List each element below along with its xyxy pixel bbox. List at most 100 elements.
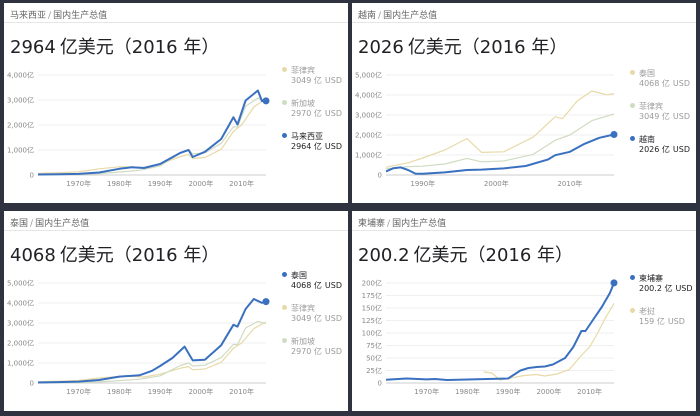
legend-value: 4068 亿 USD — [291, 280, 342, 291]
chart-panel-malaysia: 马来西亚 / 国内生产总值 2964 亿美元（2016 年） 4,000亿 3,000亿… — [4, 3, 348, 203]
legend-marker — [630, 70, 635, 75]
legend-value-number: 3049 亿 — [639, 112, 670, 121]
line-chart: 5,000亿 4,000亿 3,000亿 2,000亿 1,000亿 0 1990年 2000… — [355, 71, 618, 188]
legend-value-unit: USD — [324, 142, 342, 151]
x-tick-label: 1970年 — [66, 179, 91, 188]
legend-marker — [630, 308, 635, 313]
x-tick-label: 1970年 — [414, 387, 439, 396]
headline-value: 2026 亿美元（2016 年） — [358, 33, 567, 59]
legend-value-number: 2970 亿 — [291, 109, 322, 118]
y-tick-label: 4,000亿 — [7, 299, 34, 308]
divider — [4, 230, 348, 231]
divider — [4, 22, 348, 23]
y-tick-label: 125亿 — [362, 316, 382, 325]
series-line — [483, 303, 615, 381]
y-tick-label: 0 — [378, 380, 382, 388]
y-tick-label: 100亿 — [362, 329, 382, 338]
series-line — [385, 133, 615, 175]
breadcrumb-metric: 国内生产总值 — [35, 219, 90, 229]
legend-value-unit: USD — [667, 317, 685, 326]
legend-value: 200.2 亿 USD — [639, 283, 693, 294]
legend-marker — [630, 136, 635, 141]
legend-value-unit: USD — [324, 281, 342, 290]
series-line — [38, 97, 267, 176]
legend-marker — [282, 133, 287, 138]
headline-unit: 亿美元（2016 年） — [59, 37, 220, 58]
series-line — [385, 282, 615, 381]
legend-value-number: 159 亿 — [639, 317, 665, 326]
x-tick-label: 1980年 — [455, 387, 480, 396]
endpoint-marker — [610, 130, 618, 138]
headline-unit: 亿美元（2016 年） — [407, 37, 568, 58]
headline-value: 4068 亿美元（2016 年） — [10, 241, 219, 267]
legend-value-unit: USD — [672, 112, 690, 121]
legend-marker — [282, 272, 287, 277]
series-line — [37, 320, 267, 384]
y-tick-label: 1,000亿 — [7, 146, 34, 155]
legend-value-number: 200.2 亿 — [639, 284, 673, 293]
legend-value-unit: USD — [324, 347, 342, 356]
legend-label: 菲律宾 — [639, 102, 663, 111]
y-tick-label: 175亿 — [362, 291, 382, 300]
x-tick-label: 1980年 — [107, 179, 132, 188]
y-tick-label: 5,000亿 — [7, 279, 34, 288]
x-tick-label: 2010年 — [577, 387, 602, 396]
legend-label: 越南 — [639, 135, 655, 144]
legend-label: 泰国 — [639, 69, 655, 78]
endpoint-marker — [262, 97, 270, 105]
breadcrumb: 越南 / 国内生产总值 — [358, 11, 438, 21]
endpoint-marker — [262, 298, 270, 306]
breadcrumb-country[interactable]: 马来西亚 — [10, 11, 47, 21]
x-tick-label: 1990年 — [148, 179, 173, 188]
legend-marker — [630, 103, 635, 108]
legend-label: 马来西亚 — [291, 132, 323, 141]
x-tick-label: 2000年 — [188, 179, 213, 188]
x-tick-label: 2000年 — [484, 179, 509, 188]
legend-value: 3049 亿 USD — [291, 75, 342, 86]
x-tick-label: 1990年 — [410, 179, 435, 188]
legend-label: 泰国 — [291, 271, 307, 280]
legend-label: 新加坡 — [291, 99, 315, 108]
x-tick-label: 1970年 — [66, 387, 91, 396]
legend-value: 3049 亿 USD — [291, 313, 342, 324]
legend-label: 新加坡 — [291, 337, 315, 346]
headline-value: 2964 亿美元（2016 年） — [10, 33, 219, 59]
headline-number: 200.2 — [358, 245, 410, 266]
legend-value-number: 3049 亿 — [291, 314, 322, 323]
legend-value: 4068 亿 USD — [639, 78, 690, 89]
x-tick-label: 1990年 — [496, 387, 521, 396]
legend-value-number: 2026 亿 — [639, 145, 670, 154]
y-tick-label: 3,000亿 — [355, 111, 382, 120]
y-tick-label: 1,000亿 — [355, 151, 382, 160]
breadcrumb-metric: 国内生产总值 — [53, 11, 108, 21]
series-line — [37, 98, 267, 174]
endpoint-marker — [610, 279, 618, 287]
breadcrumb-country[interactable]: 泰国 — [10, 219, 29, 229]
breadcrumb-country[interactable]: 越南 — [358, 11, 377, 21]
headline-unit: 亿美元（2016 年） — [413, 245, 574, 266]
y-tick-label: 5,000亿 — [355, 71, 382, 80]
x-tick-label: 2010年 — [557, 179, 582, 188]
legend-marker — [282, 100, 287, 105]
y-tick-label: 25亿 — [366, 366, 382, 375]
legend-value-number: 4068 亿 — [291, 281, 322, 290]
legend-value: 2970 亿 USD — [291, 108, 342, 119]
breadcrumb-metric: 国内生产总值 — [392, 219, 447, 229]
legend-label: 菲律宾 — [291, 304, 315, 313]
breadcrumb-country[interactable]: 柬埔寨 — [358, 219, 386, 229]
legend-value: 2970 亿 USD — [291, 346, 342, 357]
y-tick-label: 200亿 — [362, 279, 382, 288]
legend-value: 159 亿 USD — [639, 316, 685, 327]
x-tick-label: 2000年 — [536, 387, 561, 396]
legend-label: 老挝 — [639, 307, 655, 316]
legend-value: 2964 亿 USD — [291, 141, 342, 152]
headline-value: 200.2 亿美元（2016 年） — [358, 241, 573, 267]
legend-label: 柬埔寨 — [639, 274, 663, 283]
legend-value-number: 3049 亿 — [291, 76, 322, 85]
legend-marker — [630, 275, 635, 280]
legend-marker — [282, 338, 287, 343]
x-tick-label: 2000年 — [188, 387, 213, 396]
series-line — [385, 113, 615, 170]
y-tick-label: 150亿 — [362, 304, 382, 313]
x-tick-label: 1990年 — [148, 387, 173, 396]
